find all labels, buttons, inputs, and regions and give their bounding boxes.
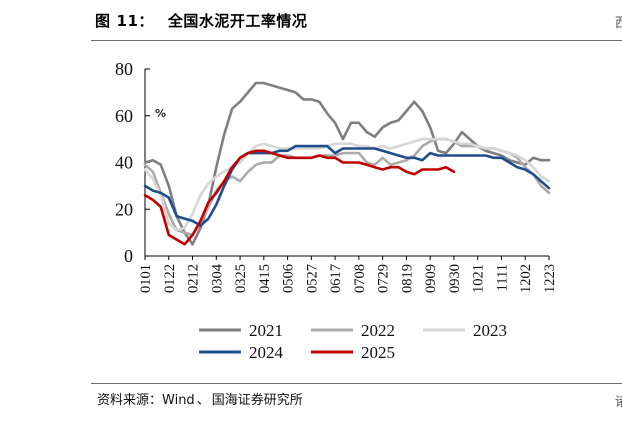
y-tick-label: 80: [115, 59, 133, 79]
chart-series: [143, 81, 551, 246]
footer-corner-mark: 诸: [615, 395, 622, 410]
legend-label-2021: 2021: [249, 321, 283, 340]
legend-label-2024: 2024: [249, 343, 284, 362]
x-tick-label: 0909: [423, 264, 439, 293]
series-line-2023: [143, 137, 551, 232]
x-tick-label: 0506: [281, 264, 297, 293]
source-prefix: 资料来源：: [97, 393, 163, 408]
footer-rule: [91, 383, 622, 384]
x-tick-label: 0212: [186, 264, 202, 293]
x-tick-label: 0708: [352, 264, 368, 293]
y-tick-label: 0: [124, 246, 133, 266]
chart-title: 全国水泥开工率情况: [167, 12, 308, 30]
legend-label-2023: 2023: [473, 321, 507, 340]
figure-number: 11：: [116, 12, 154, 30]
x-tick-label: 0415: [257, 264, 273, 293]
y-tick-label: 40: [115, 153, 133, 173]
unit-label: %: [155, 107, 166, 120]
x-tick-label: 0617: [328, 264, 344, 293]
x-tick-label: 0527: [304, 264, 320, 293]
series-line-2024: [143, 144, 551, 227]
x-tick-label: 0101: [138, 264, 154, 293]
x-tick-label: 1223: [542, 264, 558, 293]
header-corner-mark: 西: [615, 16, 622, 31]
legend-label-2025: 2025: [361, 343, 395, 362]
figure-header: 图 11： 全国水泥开工率情况 西: [0, 0, 622, 44]
chart-legend: 2021 2022 2023 2024 2025: [199, 321, 507, 362]
figure-label: 图: [95, 12, 111, 30]
header-rule: [91, 40, 622, 41]
series-line-2025: [143, 149, 456, 246]
source-name: Wind: [162, 393, 195, 408]
y-tick-label: 60: [115, 106, 133, 126]
x-tick-label: 1111: [494, 264, 510, 291]
figure-title: 图 11： 全国水泥开工率情况: [95, 10, 307, 31]
source-org: 国海证券研究所: [211, 393, 303, 408]
y-tick-label: 20: [115, 199, 133, 219]
x-tick-label: 0819: [399, 264, 415, 293]
x-tick-label: 1202: [518, 264, 534, 293]
x-tick-label: 0930: [447, 264, 463, 293]
chart-axes: 0 20 40 60 80 0101 0122 0212 0304 0325 0415 0506 052…: [115, 59, 558, 293]
x-tick-label: 0122: [162, 264, 178, 293]
source-note: 资料来源：Wind、国海证券研究所: [97, 389, 303, 408]
source-separator: 、: [196, 393, 210, 408]
x-tick-label: 0304: [209, 263, 225, 293]
x-tick-label: 1021: [471, 264, 487, 293]
x-tick-label: 0325: [233, 264, 249, 293]
legend-label-2022: 2022: [361, 321, 395, 340]
x-tick-label: 0729: [376, 264, 392, 293]
